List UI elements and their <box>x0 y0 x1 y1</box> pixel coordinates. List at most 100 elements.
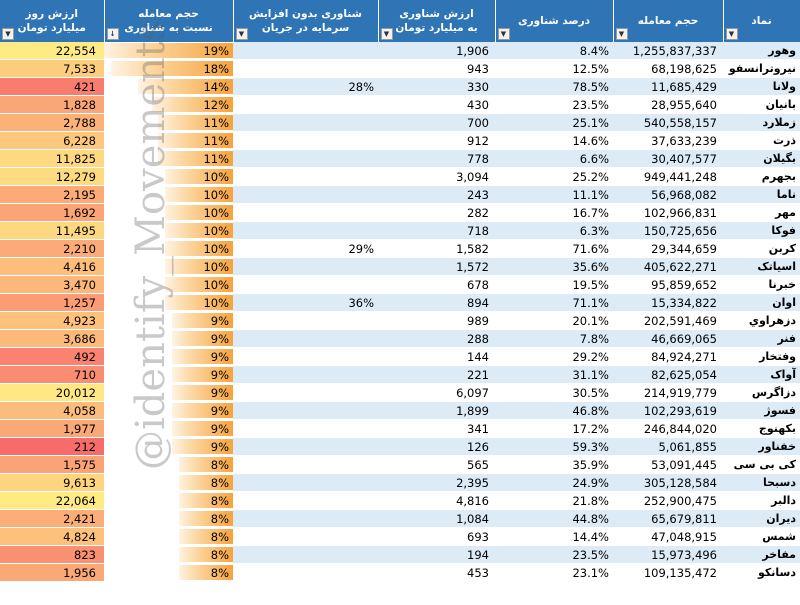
table-row[interactable]: 2,210 10% 29% 1,582 71.6% 29,344,659 کربن <box>0 239 800 258</box>
float-value-cell[interactable]: 430 <box>378 95 495 114</box>
float-no-increase-cell[interactable] <box>233 59 378 78</box>
volume-cell[interactable]: 1,255,837,337 <box>613 42 723 60</box>
float-no-increase-cell[interactable] <box>233 365 378 384</box>
day-value-cell[interactable]: 2,195 <box>0 185 104 204</box>
float-no-increase-cell[interactable]: 28% <box>233 77 378 96</box>
symbol-cell[interactable]: فوکا <box>723 221 800 240</box>
float-no-increase-cell[interactable] <box>233 545 378 564</box>
day-value-cell[interactable]: 823 <box>0 545 104 564</box>
float-percent-cell[interactable]: 6.6% <box>495 149 613 168</box>
ratio-cell[interactable]: 19% <box>104 42 233 60</box>
ratio-cell[interactable]: 8% <box>104 527 233 546</box>
float-value-cell[interactable]: 693 <box>378 527 495 546</box>
float-percent-cell[interactable]: 21.8% <box>495 491 613 510</box>
float-no-increase-cell[interactable] <box>233 473 378 492</box>
volume-cell[interactable]: 202,591,469 <box>613 311 723 330</box>
volume-cell[interactable]: 82,625,054 <box>613 365 723 384</box>
day-value-cell[interactable]: 4,824 <box>0 527 104 546</box>
float-value-cell[interactable]: 778 <box>378 149 495 168</box>
volume-cell[interactable]: 150,725,656 <box>613 221 723 240</box>
float-value-cell[interactable]: 6,097 <box>378 383 495 402</box>
symbol-cell[interactable]: دالبر <box>723 491 800 510</box>
ratio-cell[interactable]: 9% <box>104 437 233 456</box>
float-no-increase-cell[interactable] <box>233 419 378 438</box>
float-no-increase-cell[interactable] <box>233 563 378 582</box>
float-value-cell[interactable]: 243 <box>378 185 495 204</box>
day-value-cell[interactable]: 11,825 <box>0 149 104 168</box>
volume-cell[interactable]: 214,919,779 <box>613 383 723 402</box>
day-value-cell[interactable]: 710 <box>0 365 104 384</box>
day-value-cell[interactable]: 3,470 <box>0 275 104 294</box>
table-row[interactable]: 710 9% 221 31.1% 82,625,054 آواک <box>0 365 800 384</box>
filter-dropdown-icon[interactable]: ▼ <box>380 28 393 40</box>
symbol-cell[interactable]: نیروترانسفو <box>723 59 800 78</box>
ratio-cell[interactable]: 9% <box>104 329 233 348</box>
float-no-increase-cell[interactable] <box>233 311 378 330</box>
volume-cell[interactable]: 56,968,082 <box>613 185 723 204</box>
float-percent-cell[interactable]: 23.5% <box>495 95 613 114</box>
float-value-cell[interactable]: 3,094 <box>378 167 495 186</box>
float-value-cell[interactable]: 341 <box>378 419 495 438</box>
day-value-cell[interactable]: 12,279 <box>0 167 104 186</box>
header-volume-to-float[interactable]: حجم معامله نسبت به شناوری ↓ <box>104 0 234 42</box>
day-value-cell[interactable]: 421 <box>0 77 104 96</box>
table-row[interactable]: 1,692 10% 282 16.7% 102,966,831 مهر <box>0 203 800 222</box>
header-volume[interactable]: حجم معامله ▼ <box>613 0 724 42</box>
float-no-increase-cell[interactable] <box>233 329 378 348</box>
symbol-cell[interactable]: اوان <box>723 293 800 312</box>
symbol-cell[interactable]: مهر <box>723 203 800 222</box>
table-row[interactable]: 3,686 9% 288 7.8% 46,669,065 فنر <box>0 329 800 348</box>
ratio-cell[interactable]: 10% <box>104 257 233 276</box>
float-no-increase-cell[interactable] <box>233 275 378 294</box>
volume-cell[interactable]: 15,334,822 <box>613 293 723 312</box>
float-value-cell[interactable]: 912 <box>378 131 495 150</box>
symbol-cell[interactable]: اسیاتک <box>723 257 800 276</box>
volume-cell[interactable]: 28,955,640 <box>613 95 723 114</box>
volume-cell[interactable]: 540,558,157 <box>613 113 723 132</box>
ratio-cell[interactable]: 14% <box>104 77 233 96</box>
filter-dropdown-icon[interactable]: ▼ <box>2 28 14 40</box>
volume-cell[interactable]: 65,679,811 <box>613 509 723 528</box>
header-symbol[interactable]: نماد ▼ <box>723 0 800 42</box>
volume-cell[interactable]: 102,293,619 <box>613 401 723 420</box>
float-value-cell[interactable]: 1,899 <box>378 401 495 420</box>
volume-cell[interactable]: 405,622,271 <box>613 257 723 276</box>
float-value-cell[interactable]: 1,582 <box>378 239 495 258</box>
symbol-cell[interactable]: بکهنوج <box>723 419 800 438</box>
table-row[interactable]: 22,064 8% 4,816 21.8% 252,900,475 دالبر <box>0 491 800 510</box>
symbol-cell[interactable]: مفاخر <box>723 545 800 564</box>
symbol-cell[interactable]: دسانکو <box>723 563 800 582</box>
table-row[interactable]: 212 9% 126 59.3% 5,061,855 خفناور <box>0 437 800 456</box>
ratio-cell[interactable]: 9% <box>104 311 233 330</box>
table-row[interactable]: 1,257 10% 36% 894 71.1% 15,334,822 اوان <box>0 293 800 312</box>
float-percent-cell[interactable]: 30.5% <box>495 383 613 402</box>
float-value-cell[interactable]: 565 <box>378 455 495 474</box>
symbol-cell[interactable]: فنر <box>723 329 800 348</box>
symbol-cell[interactable]: کربن <box>723 239 800 258</box>
float-value-cell[interactable]: 1,084 <box>378 509 495 528</box>
float-no-increase-cell[interactable] <box>233 131 378 150</box>
float-no-increase-cell[interactable] <box>233 509 378 528</box>
float-value-cell[interactable]: 1,906 <box>378 42 495 60</box>
float-no-increase-cell[interactable] <box>233 42 378 60</box>
float-percent-cell[interactable]: 14.6% <box>495 131 613 150</box>
ratio-cell[interactable]: 10% <box>104 293 233 312</box>
float-no-increase-cell[interactable]: 36% <box>233 293 378 312</box>
float-percent-cell[interactable]: 59.3% <box>495 437 613 456</box>
day-value-cell[interactable]: 20,012 <box>0 383 104 402</box>
volume-cell[interactable]: 102,966,831 <box>613 203 723 222</box>
float-percent-cell[interactable]: 6.3% <box>495 221 613 240</box>
ratio-cell[interactable]: 8% <box>104 509 233 528</box>
float-percent-cell[interactable]: 23.1% <box>495 563 613 582</box>
float-value-cell[interactable]: 943 <box>378 59 495 78</box>
day-value-cell[interactable]: 2,210 <box>0 239 104 258</box>
float-no-increase-cell[interactable] <box>233 347 378 366</box>
float-percent-cell[interactable]: 19.5% <box>495 275 613 294</box>
filter-dropdown-icon[interactable]: ▼ <box>235 28 248 40</box>
day-value-cell[interactable]: 4,416 <box>0 257 104 276</box>
filter-dropdown-icon[interactable]: ▼ <box>497 28 510 40</box>
table-row[interactable]: 421 14% 28% 330 78.5% 11,685,429 ولانا <box>0 77 800 96</box>
float-value-cell[interactable]: 453 <box>378 563 495 582</box>
symbol-cell[interactable]: خفناور <box>723 437 800 456</box>
float-percent-cell[interactable]: 35.6% <box>495 257 613 276</box>
